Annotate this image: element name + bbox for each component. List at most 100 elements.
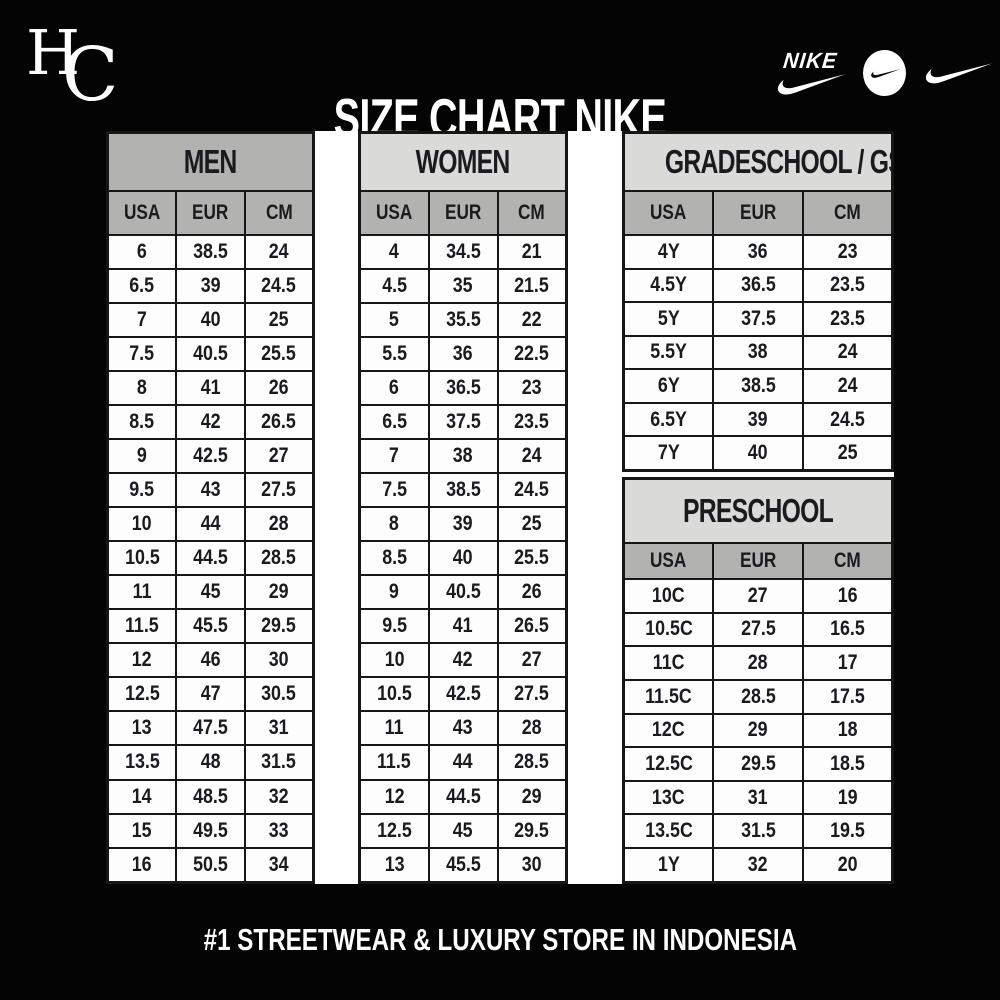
size-cell: 28.5 <box>243 540 315 577</box>
size-cell: 47 <box>175 676 246 713</box>
table-row: 10C 27 16 <box>622 578 894 614</box>
cell-text: CM <box>518 201 546 224</box>
cell-text: 16 <box>132 852 152 876</box>
table-row: 7 38 24 <box>358 438 568 475</box>
size-cell: 10.5C <box>622 611 715 648</box>
nike-logo-group: NIKE <box>772 40 994 106</box>
size-cell: 16 <box>801 578 894 614</box>
size-cell: 7.5 <box>358 472 430 509</box>
size-cell: 23.5 <box>801 267 894 304</box>
size-cell: 44 <box>427 744 499 781</box>
table-row: 4Y 36 23 <box>622 234 894 270</box>
cell-text: 20 <box>837 853 858 877</box>
table-row: 9.5 43 27.5 <box>106 472 315 509</box>
size-cell: 24 <box>243 233 315 271</box>
size-cell: 6.5 <box>106 268 178 305</box>
cell-text: 23.5 <box>830 273 865 297</box>
size-cell: 40.5 <box>175 336 246 373</box>
size-cell: 4 <box>358 233 430 271</box>
size-cell: 4Y <box>622 234 715 270</box>
cell-text: 11.5C <box>645 684 692 708</box>
cell-text: 19.5 <box>830 819 865 843</box>
cell-text: 43 <box>200 478 221 502</box>
size-cell: 4.5 <box>358 268 430 305</box>
cell-text: 28.5 <box>261 546 297 570</box>
cell-text: 45 <box>200 580 221 604</box>
size-cell: 10C <box>622 578 715 614</box>
size-cell: 39 <box>175 268 246 305</box>
cell-text: 8.5 <box>381 546 407 570</box>
cell-text: 43 <box>453 716 473 740</box>
cell-text: 13.5C <box>644 819 693 843</box>
table-row: 6 36.5 23 <box>358 370 568 407</box>
cell-text: 50.5 <box>193 852 228 876</box>
size-cell: 38.5 <box>427 472 499 509</box>
cell-text: 25 <box>268 308 289 332</box>
cell-text: 44 <box>200 512 221 536</box>
size-cell: 9 <box>358 574 430 611</box>
table-row: 7.5 38.5 24.5 <box>358 472 568 509</box>
women-size-table: WOMEN USA EUR CM 4 34.5 21 4.5 35 21.5 5 35.5 22 5.5 3… <box>358 131 568 884</box>
table-row: 8.5 40 25.5 <box>358 540 568 577</box>
cell-text: USA <box>123 201 161 224</box>
cell-text: 28 <box>521 716 542 740</box>
men-size-table: MEN USA EUR CM 6 38.5 24 6.5 39 24.5 7 40 25 7.5 40.5 2… <box>106 131 315 884</box>
cell-text: 8 <box>137 376 148 400</box>
cell-text: 47 <box>200 682 221 706</box>
size-cell: 27 <box>243 438 315 475</box>
size-cell: 45.5 <box>175 608 246 645</box>
table-title: MEN <box>106 131 315 192</box>
size-cell: 30 <box>496 846 568 884</box>
size-cell: 29 <box>243 574 315 611</box>
cell-text: EUR <box>739 549 777 572</box>
table-row: 4.5Y 36.5 23.5 <box>622 267 894 304</box>
size-cell: 12 <box>106 642 178 679</box>
size-cell: 23.5 <box>801 301 894 337</box>
cell-text: 11 <box>132 580 152 604</box>
table-row: 13.5 48 31.5 <box>106 744 315 781</box>
table-head: WOMEN USA EUR CM <box>358 131 568 236</box>
size-cell: 32 <box>243 778 315 815</box>
cell-text: 44.5 <box>445 784 481 808</box>
size-cell: 42 <box>175 404 246 441</box>
size-cell: 6 <box>106 233 178 271</box>
cell-text: 36.5 <box>445 376 481 400</box>
preschool-size-table: PRESCHOOL USA EUR CM 10C 27 16 10.5C 27.5 16.5 11C… <box>622 477 894 884</box>
cell-text: 28 <box>748 651 768 675</box>
kids-column: GRADESCHOOL / GS USA EUR CM 4Y 36 23 4.5Y 36.5 23… <box>622 131 894 884</box>
size-cell: 24 <box>801 334 894 371</box>
size-cell: 13.5C <box>622 813 715 850</box>
cell-text: 39 <box>453 512 473 536</box>
table-row: 11C 28 17 <box>622 645 894 681</box>
size-cell: 17 <box>801 645 894 681</box>
table-body: 10C 27 16 10.5C 27.5 16.5 11C 28 17 11.5C 28.5 17.5… <box>622 578 894 884</box>
cell-text: 12.5C <box>644 752 693 776</box>
cell-text: WOMEN <box>416 143 511 180</box>
table-row: 10 44 28 <box>106 506 315 543</box>
cell-text: 22 <box>521 308 542 332</box>
size-cell: 1Y <box>622 847 715 884</box>
size-cell: 45.5 <box>427 846 499 884</box>
size-cell: 12 <box>358 778 430 815</box>
cell-text: 7.5 <box>129 342 155 366</box>
size-cell: 6.5Y <box>622 401 715 438</box>
table-row: 7.5 40.5 25.5 <box>106 336 315 373</box>
size-cell: 35.5 <box>427 302 499 339</box>
size-cell: 13 <box>106 710 178 747</box>
cell-text: 47.5 <box>193 716 228 740</box>
cell-text: 26.5 <box>514 614 550 638</box>
cell-text: 44 <box>453 750 473 774</box>
table-row: 8.5 42 26.5 <box>106 404 315 441</box>
size-cell: 45 <box>175 574 246 611</box>
table-body: 6 38.5 24 6.5 39 24.5 7 40 25 7.5 40.5 25.5 8 41 26 8.5… <box>106 233 315 884</box>
size-cell: 23 <box>496 370 568 407</box>
column-header: USA <box>358 190 430 236</box>
cell-text: 12C <box>652 718 685 742</box>
cell-text: 10.5 <box>376 682 412 706</box>
table-row: 12.5 47 30.5 <box>106 676 315 713</box>
size-cell: 42.5 <box>175 438 246 475</box>
size-cell: 24.5 <box>801 401 894 438</box>
cell-text: 17 <box>837 651 858 675</box>
cell-text: 24 <box>521 444 542 468</box>
size-cell: 46 <box>175 642 246 679</box>
